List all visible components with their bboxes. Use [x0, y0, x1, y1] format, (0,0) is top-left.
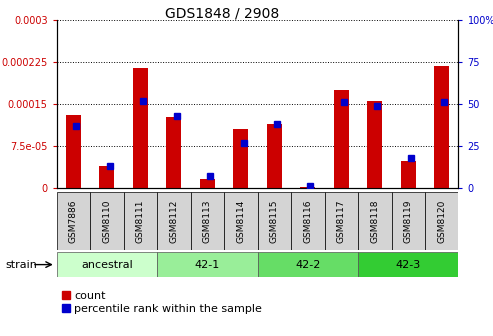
Bar — [300, 187, 316, 188]
Text: GSM8114: GSM8114 — [236, 199, 246, 243]
Text: GSM7886: GSM7886 — [69, 199, 78, 243]
Bar — [257, 252, 358, 277]
Text: 42-2: 42-2 — [295, 260, 320, 269]
Bar — [391, 192, 425, 250]
Bar — [358, 252, 458, 277]
Text: GSM8117: GSM8117 — [337, 199, 346, 243]
Text: GSM8112: GSM8112 — [170, 199, 178, 243]
Bar — [367, 101, 382, 188]
Bar — [267, 124, 282, 188]
Bar — [166, 117, 181, 188]
Text: GSM8111: GSM8111 — [136, 199, 145, 243]
Bar — [157, 252, 257, 277]
Bar — [425, 192, 458, 250]
Text: GSM8120: GSM8120 — [437, 199, 446, 243]
Bar — [200, 179, 215, 188]
Legend: count, percentile rank within the sample: count, percentile rank within the sample — [62, 291, 262, 314]
Text: strain: strain — [5, 260, 37, 269]
Text: GDS1848 / 2908: GDS1848 / 2908 — [165, 7, 279, 21]
Bar — [233, 129, 248, 188]
Bar — [291, 192, 324, 250]
Bar — [401, 161, 416, 188]
Text: 42-3: 42-3 — [396, 260, 421, 269]
Bar — [100, 166, 114, 188]
Bar — [57, 252, 157, 277]
Bar — [66, 115, 81, 188]
Text: ancestral: ancestral — [81, 260, 133, 269]
Bar — [334, 90, 349, 188]
Bar — [90, 192, 124, 250]
Bar — [157, 192, 191, 250]
Text: 42-1: 42-1 — [195, 260, 220, 269]
Text: GSM8115: GSM8115 — [270, 199, 279, 243]
Text: GSM8113: GSM8113 — [203, 199, 212, 243]
Bar — [124, 192, 157, 250]
Bar — [434, 66, 449, 188]
Text: GSM8116: GSM8116 — [303, 199, 313, 243]
Bar — [224, 192, 257, 250]
Bar — [358, 192, 391, 250]
Bar — [133, 68, 148, 188]
Text: GSM8118: GSM8118 — [370, 199, 379, 243]
Bar — [191, 192, 224, 250]
Text: GSM8119: GSM8119 — [404, 199, 413, 243]
Bar — [57, 192, 90, 250]
Text: GSM8110: GSM8110 — [103, 199, 111, 243]
Bar — [324, 192, 358, 250]
Bar — [257, 192, 291, 250]
